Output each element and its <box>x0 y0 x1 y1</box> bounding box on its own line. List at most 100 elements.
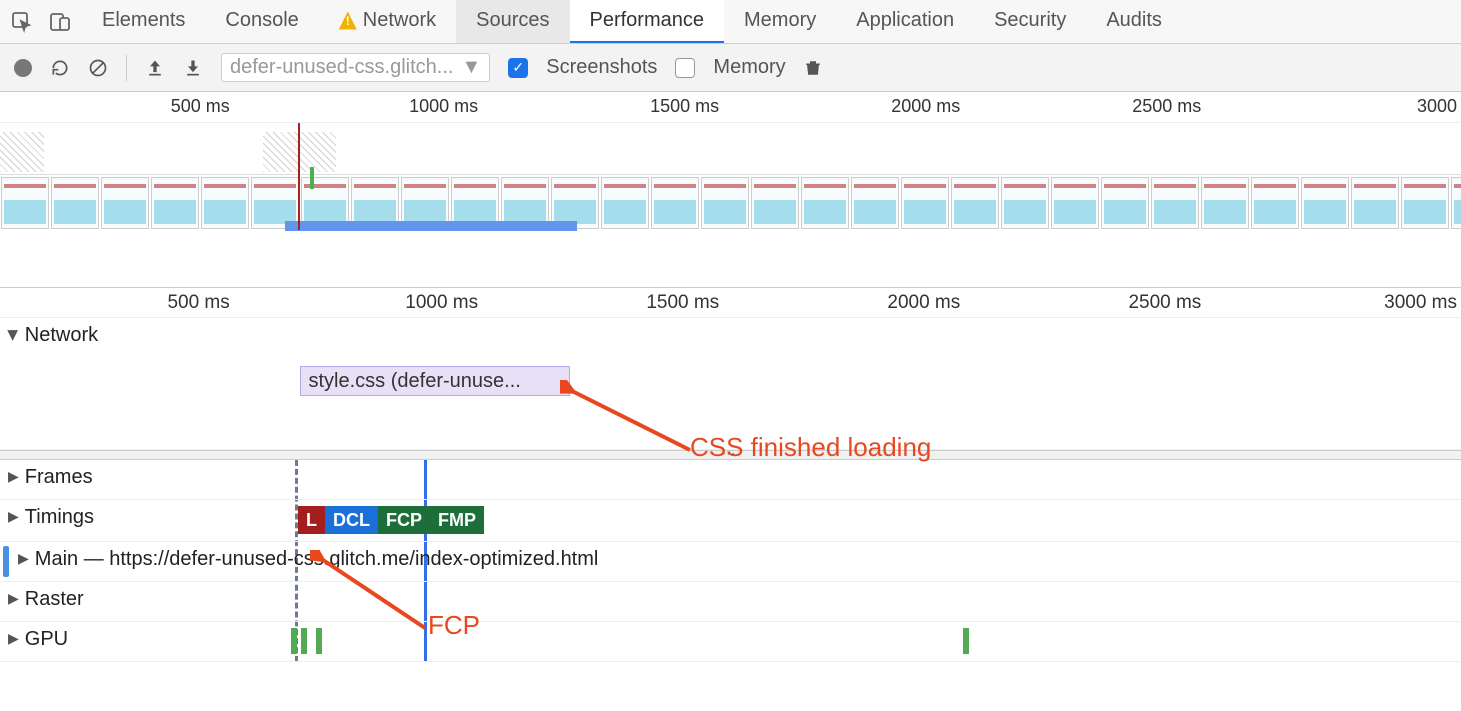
tab-sources[interactable]: Sources <box>456 0 569 43</box>
main-scroll-indicator <box>3 546 9 577</box>
network-track[interactable]: ▶ Network style.css (defer-unuse... <box>0 318 1461 450</box>
inspect-icon[interactable] <box>10 10 34 34</box>
gpu-activity-bar <box>316 628 322 654</box>
raster-track-header[interactable]: ▶ Raster <box>0 582 92 617</box>
network-request-item[interactable]: style.css (defer-unuse... <box>300 366 570 396</box>
warning-icon <box>339 12 357 30</box>
screenshot-thumb[interactable] <box>1401 177 1449 229</box>
screenshot-thumb[interactable] <box>1351 177 1399 229</box>
screenshot-thumb[interactable] <box>1201 177 1249 229</box>
tab-network[interactable]: Network <box>319 0 456 43</box>
timings-label: Timings <box>25 506 94 529</box>
disclosure-icon[interactable]: ▶ <box>18 550 29 567</box>
ruler-tick: 1000 ms <box>409 96 482 117</box>
timing-badge-l[interactable]: L <box>298 506 325 534</box>
gpu-activity-bar <box>963 628 969 654</box>
screenshot-thumb[interactable] <box>1251 177 1299 229</box>
tab-audits[interactable]: Audits <box>1086 0 1182 43</box>
gpu-activity-bar <box>301 628 307 654</box>
screenshot-thumb[interactable] <box>951 177 999 229</box>
disclosure-icon[interactable]: ▶ <box>8 468 19 485</box>
disclosure-icon[interactable]: ▶ <box>8 590 19 607</box>
screenshots-checkbox[interactable] <box>508 58 528 78</box>
disclosure-icon[interactable]: ▶ <box>8 630 19 647</box>
ruler-tick: 2500 ms <box>1132 96 1205 117</box>
frames-track-header[interactable]: ▶ Frames <box>0 460 101 495</box>
raster-label: Raster <box>25 588 84 611</box>
ruler-tick: 3000 <box>1417 96 1461 117</box>
screenshot-thumb[interactable] <box>1051 177 1099 229</box>
screenshot-thumb[interactable] <box>151 177 199 229</box>
upload-icon[interactable] <box>145 58 165 78</box>
recording-select-value: defer-unused-css.glitch... <box>230 56 453 79</box>
timings-track[interactable]: ▶ Timings LDCLFCPFMP <box>0 500 1461 542</box>
screenshot-thumb[interactable] <box>201 177 249 229</box>
memory-label: Memory <box>713 56 785 79</box>
tab-label: Application <box>856 9 954 32</box>
timing-badge-fcp[interactable]: FCP <box>378 506 430 534</box>
screenshot-thumb[interactable] <box>1451 177 1461 229</box>
gpu-label: GPU <box>25 628 68 651</box>
horizontal-splitter[interactable] <box>0 450 1461 460</box>
tab-elements[interactable]: Elements <box>82 0 205 43</box>
screenshot-thumb[interactable] <box>101 177 149 229</box>
tab-label: Performance <box>590 9 705 32</box>
tab-label: Memory <box>744 9 816 32</box>
timing-badge-fmp[interactable]: FMP <box>430 506 484 534</box>
screenshot-thumb[interactable] <box>1 177 49 229</box>
network-request-label: style.css (defer-unuse... <box>309 370 521 393</box>
screenshot-thumb[interactable] <box>751 177 799 229</box>
screenshot-thumb[interactable] <box>1001 177 1049 229</box>
ruler-tick: 1500 ms <box>646 292 723 314</box>
tab-label: Console <box>225 9 298 32</box>
screenshot-thumb[interactable] <box>901 177 949 229</box>
memory-checkbox[interactable] <box>675 58 695 78</box>
screenshot-filmstrip <box>0 174 1461 230</box>
screenshot-thumb[interactable] <box>1101 177 1149 229</box>
screenshot-thumb[interactable] <box>851 177 899 229</box>
tab-memory[interactable]: Memory <box>724 0 836 43</box>
ruler-tick: 500 ms <box>171 96 234 117</box>
network-track-header[interactable]: ▶ Network <box>0 318 106 353</box>
overview-body <box>0 122 1461 230</box>
overview-ruler: 500 ms1000 ms1500 ms2000 ms2500 ms3000 <box>0 92 1461 122</box>
screenshot-thumb[interactable] <box>701 177 749 229</box>
frames-track[interactable]: ▶ Frames <box>0 460 1461 500</box>
chevron-down-icon: ▼ <box>461 56 481 79</box>
ruler-tick: 2000 ms <box>887 292 964 314</box>
ruler-tick: 2000 ms <box>891 96 964 117</box>
device-mode-icon[interactable] <box>48 10 72 34</box>
clear-icon[interactable] <box>88 58 108 78</box>
main-track[interactable]: ▶ Main — https://defer-unused-css.glitch… <box>0 542 1461 582</box>
raster-track[interactable]: ▶ Raster <box>0 582 1461 622</box>
tab-label: Security <box>994 9 1066 32</box>
main-track-header[interactable]: ▶ Main — https://defer-unused-css.glitch… <box>0 542 606 577</box>
gpu-track[interactable]: ▶ GPU <box>0 622 1461 662</box>
screenshot-thumb[interactable] <box>1301 177 1349 229</box>
timings-track-header[interactable]: ▶ Timings <box>0 500 102 535</box>
screenshot-thumb[interactable] <box>651 177 699 229</box>
overview-frame-marker <box>310 167 314 189</box>
tab-performance[interactable]: Performance <box>570 0 725 43</box>
disclosure-icon[interactable]: ▶ <box>8 508 19 525</box>
screenshot-thumb[interactable] <box>801 177 849 229</box>
download-icon[interactable] <box>183 58 203 78</box>
reload-icon[interactable] <box>50 58 70 78</box>
tab-application[interactable]: Application <box>836 0 974 43</box>
screenshot-thumb[interactable] <box>51 177 99 229</box>
performance-toolbar: defer-unused-css.glitch... ▼ Screenshots… <box>0 44 1461 92</box>
overview-pane[interactable]: 500 ms1000 ms1500 ms2000 ms2500 ms3000 <box>0 92 1461 288</box>
trash-icon[interactable] <box>804 58 822 78</box>
screenshot-thumb[interactable] <box>601 177 649 229</box>
disclosure-icon[interactable]: ▶ <box>5 330 22 341</box>
detail-ruler: 500 ms1000 ms1500 ms2000 ms2500 ms3000 m… <box>0 288 1461 318</box>
timing-badge-dcl[interactable]: DCL <box>325 506 378 534</box>
ruler-tick: 1000 ms <box>405 292 482 314</box>
record-button[interactable] <box>14 59 32 77</box>
recording-select[interactable]: defer-unused-css.glitch... ▼ <box>221 53 490 82</box>
ruler-tick: 2500 ms <box>1128 292 1205 314</box>
tab-console[interactable]: Console <box>205 0 318 43</box>
screenshot-thumb[interactable] <box>1151 177 1199 229</box>
tab-security[interactable]: Security <box>974 0 1086 43</box>
gpu-track-header[interactable]: ▶ GPU <box>0 622 76 657</box>
